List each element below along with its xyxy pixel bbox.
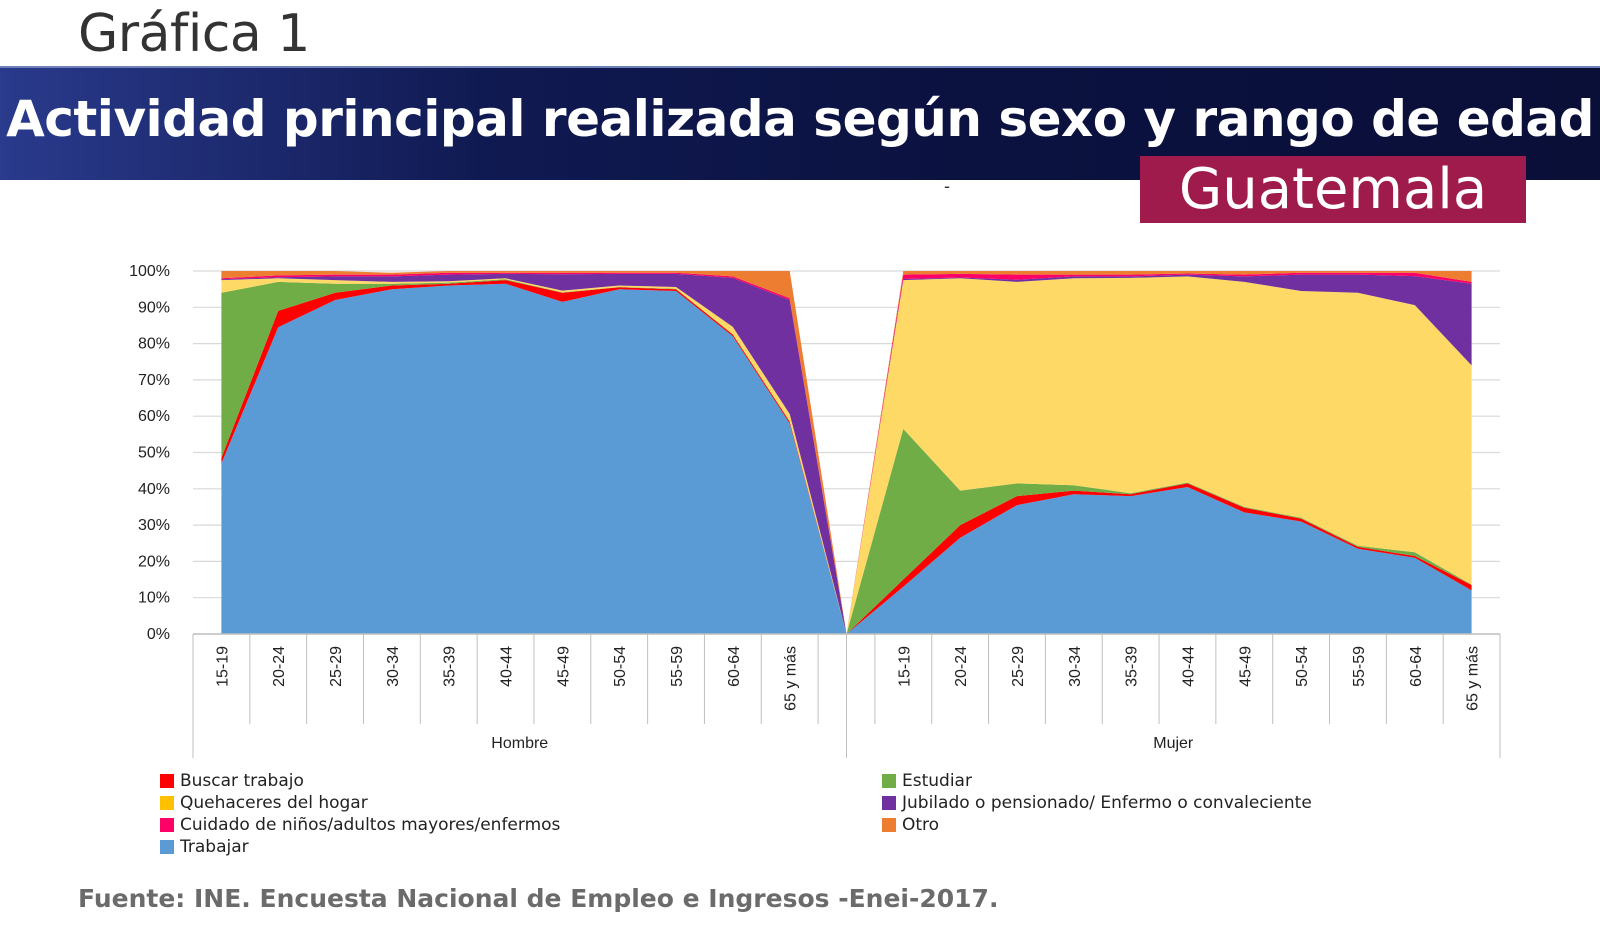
x-tick-label-hombre: 35-39 <box>442 646 459 687</box>
group-label-mujer: Mujer <box>1153 735 1194 752</box>
y-tick-label: 30% <box>138 517 170 534</box>
legend-label-otro: Otro <box>902 815 940 835</box>
legend-item-jubilado: Jubilado o pensionado/ Enfermo o convale… <box>882 792 1312 814</box>
x-tick-label-hombre: 60-64 <box>726 646 743 687</box>
area-quehaceres <box>221 276 1472 634</box>
x-tick-label-hombre: 40-44 <box>499 646 516 687</box>
y-tick-label: 0% <box>147 626 170 643</box>
legend-left: Buscar trabajo Quehaceres del hogar Cuid… <box>160 770 560 858</box>
x-tick-label-hombre: 45-49 <box>555 646 572 687</box>
legend-label-jubilado: Jubilado o pensionado/ Enfermo o convale… <box>902 793 1312 813</box>
legend-swatch-otro <box>882 818 896 832</box>
x-tick-label-mujer: 50-54 <box>1294 646 1311 687</box>
x-tick-label-hombre: 25-29 <box>328 646 345 687</box>
x-tick-label-mujer: 60-64 <box>1408 646 1425 687</box>
y-tick-label: 90% <box>138 299 170 316</box>
y-tick-label: 10% <box>138 590 170 607</box>
dash-mark: - <box>944 176 950 196</box>
legend-item-otro: Otro <box>882 814 1312 836</box>
y-tick-label: 20% <box>138 553 170 570</box>
group-label-hombre: Hombre <box>491 735 548 752</box>
legend-swatch-estudiar <box>882 774 896 788</box>
x-tick-label-hombre: 15-19 <box>214 646 231 687</box>
x-tick-label-hombre: 20-24 <box>271 646 288 687</box>
legend-swatch-cuidado <box>160 818 174 832</box>
legend-label-trabajar: Trabajar <box>180 837 249 857</box>
legend-label-estudiar: Estudiar <box>902 771 972 791</box>
x-tick-label-hombre: 55-59 <box>669 646 686 687</box>
legend-right: Estudiar Jubilado o pensionado/ Enfermo … <box>882 770 1312 836</box>
x-tick-label-mujer: 20-24 <box>953 646 970 687</box>
axes: 0% 10% 20% 30% 40% 50% 60% 70% 80% 90% 100% 15-19 20… <box>129 263 1501 758</box>
area-series <box>221 271 1472 634</box>
legend-item-cuidado: Cuidado de niños/adultos mayores/enfermo… <box>160 814 560 836</box>
y-tick-label: 70% <box>138 372 170 389</box>
page-heading: Gráfica 1 <box>78 4 310 64</box>
legend-item-trabajar: Trabajar <box>160 836 560 858</box>
legend-label-buscar: Buscar trabajo <box>180 771 304 791</box>
legend-item-estudiar: Estudiar <box>882 770 1312 792</box>
x-tick-label-mujer: 45-49 <box>1237 646 1254 687</box>
y-tick-label: 100% <box>129 263 170 280</box>
y-tick-label: 50% <box>138 445 170 462</box>
x-tick-label-mujer: 40-44 <box>1180 646 1197 687</box>
legend-item-quehaceres: Quehaceres del hogar <box>160 792 560 814</box>
y-tick-label: 60% <box>138 408 170 425</box>
x-tick-label-mujer: 15-19 <box>896 646 913 687</box>
legend-label-cuidado: Cuidado de niños/adultos mayores/enfermo… <box>180 815 561 835</box>
x-tick-label-mujer: 35-39 <box>1124 646 1141 687</box>
y-tick-label: 80% <box>138 336 170 353</box>
area-trabajar <box>221 283 1472 634</box>
legend-item-buscar: Buscar trabajo <box>160 770 560 792</box>
y-tick-label: 40% <box>138 481 170 498</box>
chart-title: Actividad principal realizada según sexo… <box>6 90 1594 148</box>
x-tick-label-hombre: 65 y más <box>783 646 800 711</box>
country-label: Guatemala <box>1140 156 1526 223</box>
legend-swatch-jubilado <box>882 796 896 810</box>
legend-swatch-trabajar <box>160 840 174 854</box>
legend-label-quehaceres: Quehaceres del hogar <box>180 793 368 813</box>
x-tick-label-mujer: 25-29 <box>1010 646 1027 687</box>
x-tick-label-mujer: 65 y más <box>1465 646 1482 711</box>
source-note: Fuente: INE. Encuesta Nacional de Empleo… <box>78 884 999 913</box>
legend-swatch-quehaceres <box>160 796 174 810</box>
x-tick-label-hombre: 30-34 <box>385 646 402 687</box>
x-tick-label-mujer: 55-59 <box>1351 646 1368 687</box>
x-tick-label-mujer: 30-34 <box>1067 646 1084 687</box>
legend-swatch-buscar <box>160 774 174 788</box>
x-tick-label-hombre: 50-54 <box>612 646 629 687</box>
